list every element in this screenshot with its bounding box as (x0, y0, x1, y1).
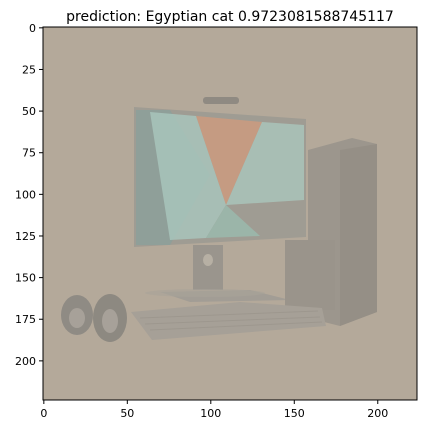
screen-teal-left (150, 112, 226, 240)
screen-bottom-green (206, 205, 260, 238)
y-tick-label: 125 (15, 230, 36, 243)
y-axis-ticks: 0 25 50 75 100 125 150 175 200 (15, 22, 43, 368)
chart-title: prediction: Egyptian cat 0.9723081588745… (66, 9, 394, 25)
y-tick-label: 25 (22, 63, 36, 76)
y-tick-label: 100 (15, 188, 36, 201)
x-tick-label: 0 (40, 407, 47, 420)
image-area (43, 27, 417, 400)
monitor-stand (193, 245, 223, 290)
x-tick-label: 200 (367, 407, 388, 420)
y-tick-label: 75 (22, 147, 36, 160)
y-tick-label: 0 (29, 22, 36, 35)
x-tick-label: 50 (120, 407, 134, 420)
y-tick-label: 150 (15, 272, 36, 285)
webcam (203, 97, 239, 104)
screen-teal-right (226, 122, 304, 205)
y-tick-label: 200 (15, 355, 36, 368)
screen-orange-triangle (196, 116, 262, 205)
x-axis-ticks: 0 50 100 150 200 (40, 400, 388, 420)
y-tick-label: 175 (15, 313, 36, 326)
axes-frame (42, 26, 418, 401)
x-tick-label: 100 (200, 407, 221, 420)
x-tick-label: 150 (284, 407, 305, 420)
y-tick-label: 50 (22, 105, 36, 118)
